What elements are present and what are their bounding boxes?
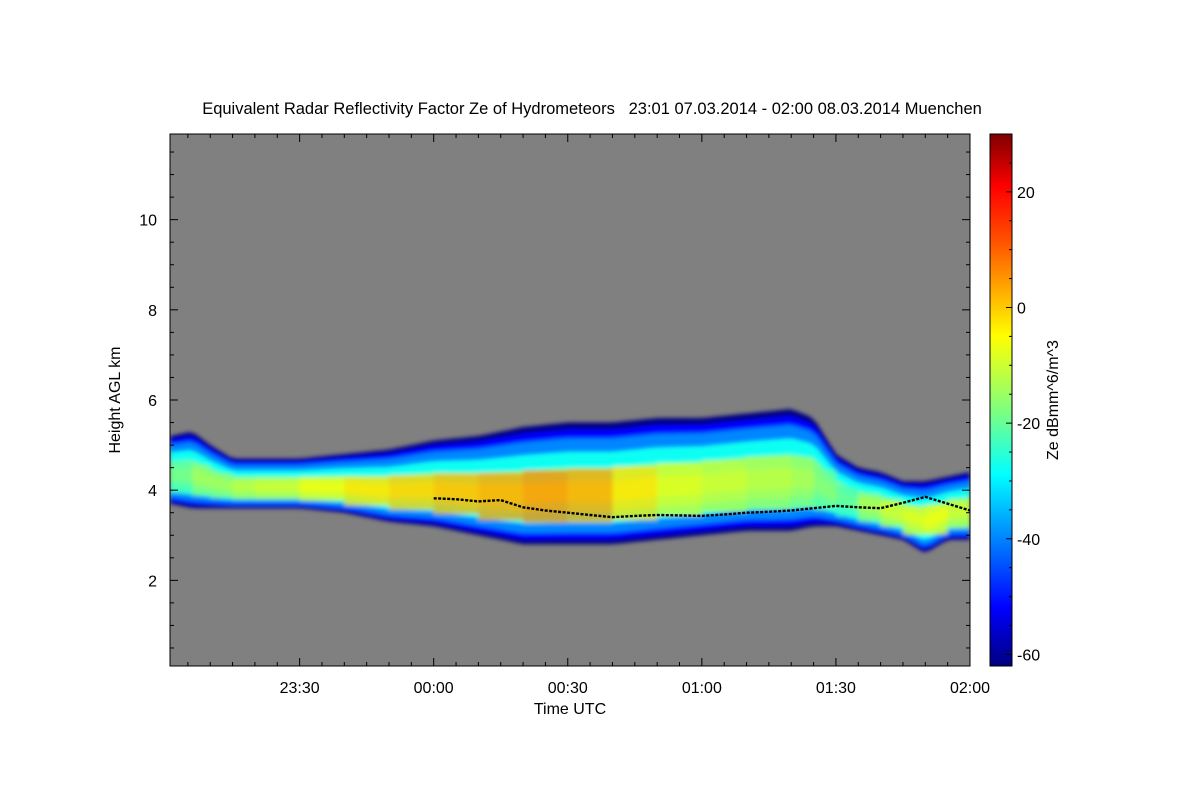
echo-core-cell xyxy=(813,470,836,510)
y-tick-label: 2 xyxy=(148,573,157,590)
echo-core-cell xyxy=(433,473,479,515)
echo-layer xyxy=(170,409,970,553)
echo-core-cell xyxy=(254,477,300,500)
colorbar-label: Ze dBmm^6/m^3 xyxy=(1045,340,1062,460)
echo-core-cell xyxy=(344,476,389,506)
colorbar-tick-label: -40 xyxy=(1017,532,1040,549)
echo-core-cell xyxy=(232,477,255,500)
y-tick-label: 4 xyxy=(148,483,157,500)
y-tick-label: 8 xyxy=(148,303,157,320)
y-axis-label: Height AGL km xyxy=(107,346,124,453)
echo-core-cell xyxy=(210,473,233,499)
colorbar-tick-labels: 20 0 -20 -40 -60 xyxy=(1017,185,1040,665)
echo-core-cell xyxy=(523,470,568,523)
x-tick-label: 00:30 xyxy=(548,680,588,697)
echo-core-cell xyxy=(903,506,926,535)
echo-core-cell xyxy=(835,486,859,517)
colorbar-tick-label: 20 xyxy=(1017,185,1035,202)
echo-core-cell xyxy=(746,456,792,510)
echo-core-cell xyxy=(299,476,345,501)
x-tick-label: 01:00 xyxy=(682,680,722,697)
x-tick-label: 00:00 xyxy=(414,680,454,697)
chart-title: Equivalent Radar Reflectivity Factor Ze … xyxy=(202,100,982,118)
plot-background xyxy=(170,134,970,666)
axis-ticks xyxy=(170,134,971,666)
melting-layer-line xyxy=(433,495,970,519)
colorbar-tick-label: -60 xyxy=(1017,647,1040,664)
y-tick-label: 10 xyxy=(139,213,157,230)
echo-core-cell xyxy=(170,461,193,493)
x-tick-label: 23:30 xyxy=(280,680,320,697)
colorbar-tick-label: 0 xyxy=(1017,300,1026,317)
echo-core-cell xyxy=(478,472,524,521)
colorbar xyxy=(989,133,1013,667)
x-tick-label: 02:00 xyxy=(950,680,990,697)
x-tick-label: 01:30 xyxy=(816,680,856,697)
echo-core-cell xyxy=(389,475,434,510)
echo-core-cell xyxy=(657,463,702,516)
echo-core-cell xyxy=(947,499,970,528)
colorbar-ticks xyxy=(1006,133,1012,655)
colorbar-tick-label: -20 xyxy=(1017,416,1040,433)
echo-core-cell xyxy=(925,504,948,535)
x-axis-label: Time UTC xyxy=(534,701,606,718)
x-tick-labels: 23:30 00:00 00:30 01:00 01:30 02:00 xyxy=(280,680,991,697)
y-tick-label: 6 xyxy=(148,393,157,410)
echo-core-cell xyxy=(192,464,211,496)
echo-core-cell xyxy=(791,457,814,508)
echo-core-cell xyxy=(701,460,747,512)
echo-core-cell xyxy=(612,466,658,521)
y-tick-labels: 2 4 6 8 10 xyxy=(139,213,157,591)
echo-core-cell xyxy=(567,468,613,523)
